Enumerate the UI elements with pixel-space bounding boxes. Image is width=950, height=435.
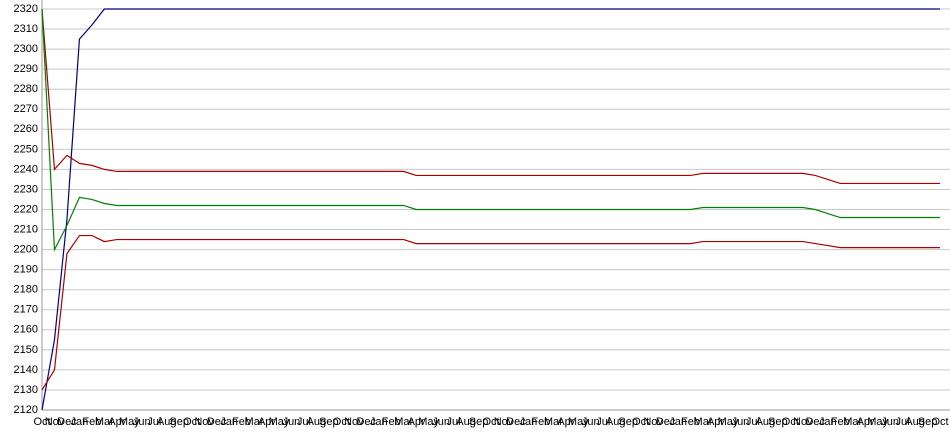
x-tick-label: Nov: [194, 416, 214, 428]
x-tick-label: Jan: [819, 416, 837, 428]
x-tick-label: Nov: [344, 416, 364, 428]
line-series: [41, 8, 940, 411]
x-tick-label: Dec: [656, 416, 676, 428]
x-tick-label: Nov: [494, 416, 514, 428]
x-tick-label: Sep: [768, 416, 788, 428]
x-tick-label: Jan: [669, 416, 687, 428]
x-tick-label: Mar: [843, 416, 862, 428]
x-tick-label: Oct: [632, 416, 649, 428]
x-tick-label: Jun: [732, 416, 750, 428]
x-tick-label: Feb: [831, 416, 850, 428]
x-tick-label: Aug: [905, 416, 925, 428]
x-tick-label: Oct: [782, 416, 799, 428]
x-tick-label: Jul: [746, 416, 760, 428]
x-tick-label: Dec: [57, 416, 77, 428]
y-tick-label: 2320: [14, 3, 38, 15]
x-tick-label: Aug: [456, 416, 476, 428]
x-tick-label: Apr: [557, 416, 574, 428]
x-tick-label: Feb: [82, 416, 101, 428]
y-tick-label: 2180: [14, 284, 38, 296]
x-tick-label: Sep: [918, 416, 938, 428]
x-tick-label: Apr: [707, 416, 724, 428]
x-tick-label: Dec: [356, 416, 376, 428]
x-tick-label: Jan: [71, 416, 89, 428]
x-tick-label: Mar: [394, 416, 413, 428]
x-tick-label: May: [119, 416, 140, 428]
x-tick-label: Aug: [606, 416, 626, 428]
x-tick-label: Mar: [694, 416, 713, 428]
x-tick-label: Feb: [531, 416, 550, 428]
x-tick-label: Mar: [95, 416, 114, 428]
x-tick-label: Dec: [506, 416, 526, 428]
line-series: [41, 234, 940, 391]
x-tick-label: Jun: [283, 416, 301, 428]
x-tick-label: Nov: [793, 416, 813, 428]
x-tick-label: Oct: [482, 416, 499, 428]
y-tick-label: 2250: [14, 143, 38, 155]
x-tick-label: May: [418, 416, 439, 428]
y-tick-label: 2280: [14, 83, 38, 95]
line-series: [41, 8, 940, 252]
x-tick-label: Feb: [232, 416, 251, 428]
x-tick-label: May: [269, 416, 290, 428]
x-tick-label: Oct: [931, 416, 948, 428]
line-series: [41, 8, 940, 185]
x-tick-label: Apr: [258, 416, 275, 428]
y-tick-label: 2240: [14, 163, 38, 175]
x-tick-label: Aug: [157, 416, 177, 428]
y-tick-label: 2270: [14, 103, 38, 115]
x-tick-label: Jun: [432, 416, 450, 428]
x-tick-label: Dec: [207, 416, 227, 428]
x-tick-label: Jul: [447, 416, 461, 428]
y-tick-label: 2190: [14, 264, 38, 276]
x-tick-label: Aug: [307, 416, 327, 428]
y-tick-label: 2210: [14, 223, 38, 235]
y-tick-label: 2200: [14, 244, 38, 256]
x-tick-label: Jun: [582, 416, 600, 428]
y-tick-label: 2170: [14, 304, 38, 316]
x-tick-label: Nov: [643, 416, 663, 428]
y-tick-label: 2290: [14, 63, 38, 75]
x-tick-label: May: [867, 416, 888, 428]
x-tick-label: Nov: [45, 416, 65, 428]
x-tick-label: Jul: [596, 416, 610, 428]
x-tick-label: Jun: [133, 416, 151, 428]
x-tick-label: Sep: [618, 416, 638, 428]
x-tick-label: Oct: [33, 416, 50, 428]
y-tick-label: 2230: [14, 183, 38, 195]
x-tick-label: Jul: [147, 416, 161, 428]
x-tick-label: Aug: [756, 416, 776, 428]
x-tick-label: Jun: [881, 416, 899, 428]
x-tick-label: Jan: [220, 416, 238, 428]
x-tick-label: Oct: [183, 416, 200, 428]
x-tick-label: Sep: [319, 416, 339, 428]
x-tick-label: Mar: [245, 416, 264, 428]
x-tick-label: Apr: [108, 416, 125, 428]
y-tick-label: 2150: [14, 344, 38, 356]
y-tick-label: 2160: [14, 324, 38, 336]
x-tick-label: Feb: [382, 416, 401, 428]
x-tick-label: Dec: [805, 416, 825, 428]
x-tick-label: Apr: [857, 416, 874, 428]
y-tick-label: 2220: [14, 203, 38, 215]
x-tick-label: Jan: [520, 416, 538, 428]
y-tick-label: 2260: [14, 123, 38, 135]
y-tick-label: 2130: [14, 384, 38, 396]
x-tick-label: Jul: [297, 416, 311, 428]
x-tick-label: Oct: [333, 416, 350, 428]
x-tick-label: May: [568, 416, 589, 428]
x-tick-label: Jan: [370, 416, 388, 428]
x-tick-label: Jul: [896, 416, 910, 428]
x-tick-label: Apr: [408, 416, 425, 428]
x-tick-label: Sep: [469, 416, 489, 428]
y-tick-label: 2310: [14, 23, 38, 35]
x-tick-label: May: [718, 416, 739, 428]
y-tick-label: 2140: [14, 364, 38, 376]
y-tick-label: 2300: [14, 43, 38, 55]
x-tick-label: Sep: [169, 416, 189, 428]
x-tick-label: Feb: [681, 416, 700, 428]
x-tick-label: Mar: [544, 416, 563, 428]
y-tick-label: 2120: [14, 404, 38, 416]
